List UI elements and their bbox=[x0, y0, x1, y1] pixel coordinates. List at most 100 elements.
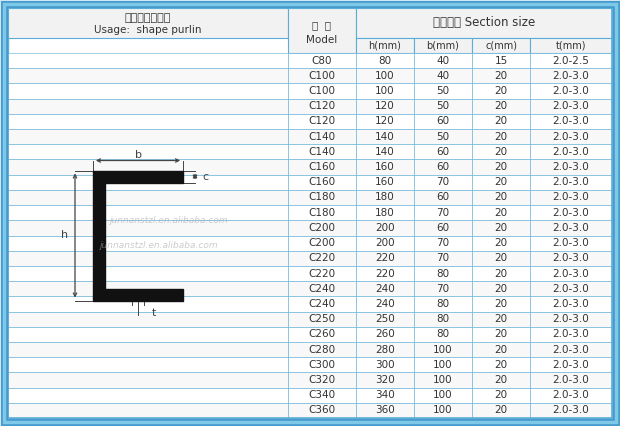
Bar bbox=[356, 266, 414, 281]
Bar bbox=[288, 342, 356, 357]
Bar bbox=[414, 68, 472, 83]
Text: Usage:  shape purlin: Usage: shape purlin bbox=[94, 25, 202, 35]
Text: t: t bbox=[152, 308, 156, 317]
Bar bbox=[530, 266, 612, 281]
Bar bbox=[530, 220, 612, 236]
Bar bbox=[8, 53, 288, 68]
Bar bbox=[472, 99, 530, 114]
Text: C120: C120 bbox=[308, 116, 335, 127]
Text: C120: C120 bbox=[308, 101, 335, 111]
Bar bbox=[288, 372, 356, 388]
Text: 260: 260 bbox=[375, 329, 395, 340]
Text: 2.0-3.0: 2.0-3.0 bbox=[552, 116, 590, 127]
Bar bbox=[8, 266, 288, 281]
Bar bbox=[530, 144, 612, 159]
Bar bbox=[288, 83, 356, 99]
Bar bbox=[356, 190, 414, 205]
Text: 2.0-3.0: 2.0-3.0 bbox=[552, 71, 590, 81]
Bar bbox=[414, 327, 472, 342]
Bar bbox=[356, 205, 414, 220]
Bar bbox=[472, 38, 530, 53]
Bar bbox=[530, 114, 612, 129]
Bar bbox=[356, 311, 414, 327]
Text: 2.0-3.0: 2.0-3.0 bbox=[552, 238, 590, 248]
Bar bbox=[472, 53, 530, 68]
Text: 型  号: 型 号 bbox=[312, 20, 332, 30]
Bar bbox=[356, 38, 414, 53]
Text: C240: C240 bbox=[308, 299, 335, 309]
Text: 断面尺寸 Section size: 断面尺寸 Section size bbox=[433, 17, 535, 29]
Text: 80: 80 bbox=[436, 329, 450, 340]
Bar bbox=[472, 388, 530, 403]
Bar bbox=[414, 190, 472, 205]
Text: 2.0-3.0: 2.0-3.0 bbox=[552, 147, 590, 157]
Text: 160: 160 bbox=[375, 162, 395, 172]
Bar bbox=[414, 372, 472, 388]
Bar bbox=[414, 251, 472, 266]
Text: 60: 60 bbox=[436, 193, 450, 202]
Text: C220: C220 bbox=[308, 268, 335, 279]
Text: 140: 140 bbox=[375, 147, 395, 157]
Text: 70: 70 bbox=[436, 253, 450, 263]
Text: 2.0-3.0: 2.0-3.0 bbox=[552, 193, 590, 202]
Text: 70: 70 bbox=[436, 177, 450, 187]
Text: 2.0-3.0: 2.0-3.0 bbox=[552, 177, 590, 187]
Text: 2.0-3.0: 2.0-3.0 bbox=[552, 208, 590, 218]
Bar bbox=[414, 220, 472, 236]
Text: 20: 20 bbox=[494, 345, 508, 354]
Bar bbox=[288, 236, 356, 251]
Bar bbox=[8, 327, 288, 342]
Text: 2.0-3.0: 2.0-3.0 bbox=[552, 345, 590, 354]
Text: C160: C160 bbox=[308, 162, 335, 172]
Bar bbox=[356, 372, 414, 388]
Bar bbox=[288, 190, 356, 205]
Bar bbox=[530, 175, 612, 190]
Bar bbox=[8, 372, 288, 388]
Bar bbox=[288, 388, 356, 403]
Text: 2.0-3.0: 2.0-3.0 bbox=[552, 132, 590, 142]
Text: 2.0-3.0: 2.0-3.0 bbox=[552, 375, 590, 385]
Bar bbox=[530, 327, 612, 342]
Bar bbox=[530, 357, 612, 372]
Bar bbox=[288, 175, 356, 190]
Bar bbox=[288, 220, 356, 236]
Text: 20: 20 bbox=[494, 268, 508, 279]
Bar bbox=[530, 190, 612, 205]
Text: 100: 100 bbox=[375, 71, 395, 81]
Bar bbox=[8, 99, 288, 114]
Bar bbox=[472, 83, 530, 99]
Text: Model: Model bbox=[306, 35, 338, 46]
Text: 100: 100 bbox=[433, 360, 453, 370]
Bar bbox=[356, 144, 414, 159]
Bar bbox=[530, 281, 612, 296]
Text: h(mm): h(mm) bbox=[368, 40, 401, 51]
Bar bbox=[356, 296, 414, 311]
Bar bbox=[530, 205, 612, 220]
Bar bbox=[472, 159, 530, 175]
Text: 80: 80 bbox=[436, 314, 450, 324]
Bar bbox=[288, 296, 356, 311]
Text: 20: 20 bbox=[494, 314, 508, 324]
Bar bbox=[472, 220, 530, 236]
Bar bbox=[288, 8, 356, 53]
Bar bbox=[288, 53, 356, 68]
Bar bbox=[414, 296, 472, 311]
Text: 2.0-3.0: 2.0-3.0 bbox=[552, 390, 590, 400]
Text: 2.0-3.0: 2.0-3.0 bbox=[552, 299, 590, 309]
Bar bbox=[414, 159, 472, 175]
Bar bbox=[472, 205, 530, 220]
Text: 60: 60 bbox=[436, 147, 450, 157]
Text: 20: 20 bbox=[494, 193, 508, 202]
Bar bbox=[530, 83, 612, 99]
Text: 2.0-2.5: 2.0-2.5 bbox=[552, 56, 590, 66]
Text: 20: 20 bbox=[494, 375, 508, 385]
Bar bbox=[356, 129, 414, 144]
Text: 50: 50 bbox=[436, 132, 450, 142]
Bar bbox=[8, 403, 288, 418]
Bar bbox=[356, 53, 414, 68]
Bar bbox=[414, 266, 472, 281]
Text: 20: 20 bbox=[494, 223, 508, 233]
Bar bbox=[8, 190, 288, 205]
Text: 2.0-3.0: 2.0-3.0 bbox=[552, 406, 590, 415]
Bar bbox=[414, 311, 472, 327]
